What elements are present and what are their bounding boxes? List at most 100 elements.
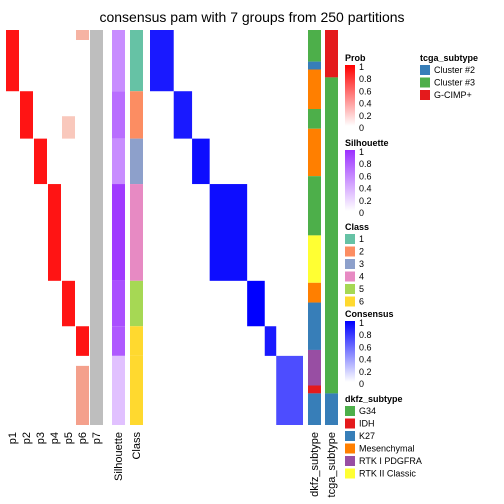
tcga-legend-label: Cluster #3 — [434, 78, 475, 88]
silhouette-cell — [112, 326, 125, 356]
silhouette-legend-tick: 0.2 — [359, 196, 372, 206]
legends: Prob10.80.60.40.20Silhouette10.80.60.40.… — [345, 53, 478, 479]
dkfz-legend-label: Mesenchymal — [359, 444, 415, 454]
prob-column-p6 — [76, 30, 89, 425]
class-legend-label: 4 — [359, 272, 364, 282]
prob-legend-tick: 1 — [359, 62, 364, 72]
class-legend-swatch — [345, 234, 355, 244]
prob-legend-tick: 0.2 — [359, 111, 372, 121]
tcga-cell — [325, 393, 338, 425]
dkfz-legend-label: G34 — [359, 406, 376, 416]
consensus-block — [264, 326, 277, 356]
dkfz-legend-title: dkfz_subtype — [345, 394, 403, 404]
column-labels: p1 p2 p3 p4 p5 p6 p7 Silhouette Class dkfz_subtyp… — [7, 432, 338, 498]
column-label-p6: p6 — [77, 432, 89, 444]
column-label-silhouette: Silhouette — [113, 432, 125, 481]
tcga-legend-swatch — [420, 90, 430, 100]
dkfz-cell — [308, 30, 321, 62]
tcga-cell — [325, 30, 338, 78]
prob-legend-tick: 0.8 — [359, 74, 372, 84]
tcga-subtype-column — [325, 30, 338, 425]
dkfz-legend-swatch — [345, 468, 355, 479]
prob-column-p2 — [20, 30, 33, 425]
tcga-legend-swatch — [420, 65, 430, 75]
class-cell — [130, 30, 143, 92]
prob-legend-bar — [345, 65, 355, 126]
silhouette-legend-tick: 1 — [359, 147, 364, 157]
column-label-dkfz: dkfz_subtype — [309, 432, 321, 497]
consensus-block — [276, 355, 303, 425]
prob-cell-p1 — [6, 30, 19, 92]
column-label-p2: p2 — [21, 432, 33, 444]
silhouette-cell — [112, 30, 125, 92]
dkfz-legend-label: K27 — [359, 431, 375, 441]
prob-legend-tick: 0 — [359, 123, 364, 133]
class-legend-label: 1 — [359, 234, 364, 244]
class-cell — [130, 91, 143, 139]
consensus-legend-tick: 0.6 — [359, 342, 372, 352]
silhouette-cell — [112, 184, 125, 281]
silhouette-cell — [112, 138, 125, 185]
dkfz-cell — [308, 109, 321, 129]
class-legend-label: 5 — [359, 284, 364, 294]
silhouette-cell — [112, 280, 125, 327]
dkfz-cell — [308, 128, 321, 177]
column-label-tcga: tcga_subtype — [326, 432, 338, 497]
prob-cell-p4 — [48, 184, 61, 281]
dkfz-legend-swatch — [345, 418, 355, 429]
consensus-block — [173, 91, 193, 139]
prob-cell-p2 — [20, 91, 33, 139]
class-column — [130, 30, 143, 425]
class-legend-swatch — [345, 296, 355, 307]
dkfz-legend-swatch — [345, 431, 355, 441]
prob-cell-p6 — [76, 326, 89, 356]
prob-legend-title: Prob — [345, 53, 366, 63]
class-cell — [130, 138, 143, 185]
class-legend-swatch — [345, 271, 355, 282]
dkfz-legend-label: RTK II Classic — [359, 469, 416, 479]
class-cell — [130, 326, 143, 356]
consensus-legend-tick: 1 — [359, 318, 364, 328]
consensus-block — [192, 138, 210, 185]
silhouette-legend-tick: 0.8 — [359, 159, 372, 169]
silhouette-legend-tick: 0.4 — [359, 184, 372, 194]
class-legend-swatch — [345, 246, 355, 257]
tcga-legend-swatch — [420, 77, 430, 88]
dkfz-legend-label: RTK I PDGFRA — [359, 456, 422, 466]
consensus-block — [247, 280, 265, 327]
class-legend-title: Class — [345, 222, 369, 232]
column-label-p5: p5 — [63, 432, 75, 444]
prob-cell-p5-partial — [62, 116, 75, 139]
column-label-p1: p1 — [7, 432, 19, 444]
class-cell — [130, 184, 143, 281]
prob-cell-p6-partial — [76, 365, 89, 425]
dkfz-legend-swatch — [345, 443, 355, 454]
dkfz-legend-label: IDH — [359, 419, 375, 429]
prob-legend-tick: 0.4 — [359, 99, 372, 109]
silhouette-legend-bar — [345, 150, 355, 211]
consensus-legend-title: Consensus — [345, 309, 394, 319]
silhouette-legend-tick: 0 — [359, 208, 364, 218]
dkfz-cell — [308, 61, 321, 70]
consensus-legend-bar — [345, 321, 355, 382]
prob-column-p3 — [34, 30, 47, 425]
column-label-p4: p4 — [49, 432, 61, 444]
consensus-matrix — [150, 30, 303, 425]
silhouette-legend-title: Silhouette — [345, 138, 389, 148]
prob-column-p7 — [90, 30, 103, 425]
class-legend-label: 2 — [359, 247, 364, 257]
consensus-legend-tick: 0.8 — [359, 330, 372, 340]
prob-cell-p6-top — [76, 30, 89, 40]
tcga-legend-label: Cluster #2 — [434, 65, 475, 75]
dkfz-cell — [308, 349, 321, 386]
prob-legend-tick: 0.6 — [359, 86, 372, 96]
silhouette-legend-tick: 0.6 — [359, 171, 372, 181]
dkfz-cell — [308, 282, 321, 303]
prob-cell-p3 — [34, 138, 47, 185]
prob-cell-p5 — [62, 280, 75, 327]
class-legend-label: 6 — [359, 297, 364, 307]
tcga-legend-label: G-CIMP+ — [434, 90, 472, 100]
silhouette-cell — [112, 355, 125, 425]
consensus-legend-tick: 0.4 — [359, 355, 372, 365]
